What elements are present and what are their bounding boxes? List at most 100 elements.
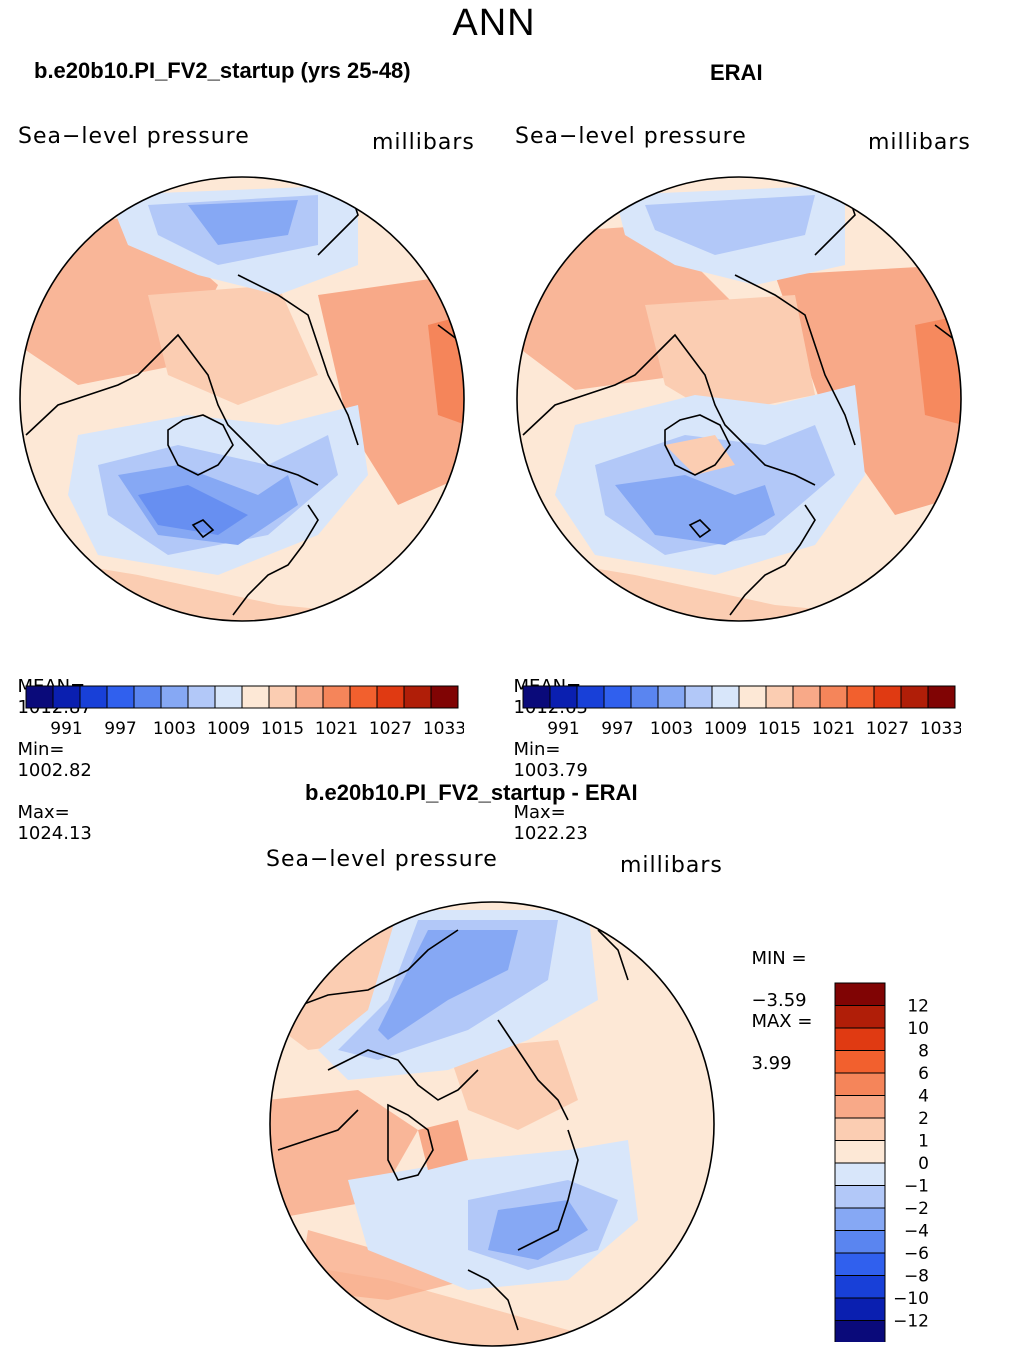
colorbar-box	[711, 685, 740, 709]
panel-3-variable-label: Sea−level pressure	[266, 847, 498, 872]
diff-colorbar-tick-label: 1	[918, 1132, 929, 1152]
colorbar-box	[792, 685, 821, 709]
panel-1-polar-map	[19, 176, 465, 622]
panel-3-stats: MIN = −3.59 MAX = 3.99	[740, 927, 812, 1074]
diff-colorbar-tick-label: −8	[904, 1267, 929, 1287]
colorbar-box	[576, 685, 605, 709]
colorbar-tick-label: 1003	[650, 719, 693, 739]
colorbar-box	[522, 685, 551, 709]
panel-2-max-value: 1022.23	[513, 823, 588, 844]
colorbar-box	[25, 685, 54, 709]
panel-2-units-label: millibars	[868, 130, 971, 155]
diff-colorbar-box	[834, 1072, 886, 1096]
colorbar-box	[349, 685, 378, 709]
diff-colorbar-box	[834, 1027, 886, 1051]
diff-colorbar-box	[834, 982, 886, 1006]
diff-colorbar-tick-label: −4	[904, 1222, 929, 1242]
colorbar-tick-label: 1027	[866, 719, 909, 739]
colorbar-box	[52, 685, 81, 709]
diff-colorbar-tick-label: 12	[907, 997, 929, 1017]
diff-colorbar-tick-label: 6	[918, 1064, 929, 1084]
panel-2-min-label: Min=	[513, 739, 561, 760]
figure-title: ANN	[452, 2, 536, 44]
colorbar-box	[322, 685, 351, 709]
colorbar-box	[819, 685, 848, 709]
diff-colorbar-box	[834, 1095, 886, 1119]
panel-1-min-value: 1002.82	[17, 760, 92, 781]
diff-colorbar-tick-label: 0	[918, 1154, 929, 1174]
diff-colorbar-tick-label: 10	[907, 1019, 929, 1039]
diff-colorbar-tick-label: −1	[904, 1177, 929, 1197]
colorbar-tick-label: 1009	[207, 719, 250, 739]
colorbar-box	[684, 685, 713, 709]
colorbar-tick-label: 1009	[704, 719, 747, 739]
colorbar-box	[900, 685, 929, 709]
diff-colorbar-tick-label: −6	[904, 1244, 929, 1264]
colorbar-box	[376, 685, 405, 709]
diff-colorbar-box	[834, 1275, 886, 1299]
diff-colorbar-box	[834, 1117, 886, 1141]
panel-2-title: ERAI	[710, 60, 763, 85]
diff-colorbar-tick-label: 8	[918, 1042, 929, 1062]
panel-3-min-label: MIN =	[751, 948, 807, 969]
diff-colorbar-box	[834, 1050, 886, 1074]
diff-colorbar-box	[834, 1320, 886, 1342]
colorbar-tick-label: 1033	[920, 719, 961, 739]
panel-1-units-label: millibars	[372, 130, 475, 155]
colorbar-tick-label: 991	[50, 719, 82, 739]
colorbar-box	[846, 685, 875, 709]
colorbar-box	[160, 685, 189, 709]
colorbar-tick-label: 1027	[369, 719, 412, 739]
panel-2-max-label: Max=	[513, 802, 566, 823]
diff-colorbar-box	[834, 1162, 886, 1186]
colorbar-box	[268, 685, 297, 709]
colorbar-box	[106, 685, 135, 709]
colorbar-box	[214, 685, 243, 709]
diff-colorbar-box	[834, 1185, 886, 1209]
colorbar-tick-label: 1021	[812, 719, 855, 739]
colorbar-box	[873, 685, 902, 709]
colorbar-box	[430, 685, 459, 709]
colorbar-box	[79, 685, 108, 709]
panel-3-title: b.e20b10.PI_FV2_startup - ERAI	[305, 780, 638, 805]
diff-colorbar-box	[834, 1207, 886, 1231]
panel-3-max-value: 3.99	[751, 1053, 792, 1074]
panel-2-min-value: 1003.79	[513, 760, 588, 781]
diff-colorbar-box	[834, 1005, 886, 1029]
colorbar-box	[187, 685, 216, 709]
panel-3-max-label: MAX =	[751, 1011, 813, 1032]
panel-1-colorbar: 991 997 1003 1009 1015 1021 1027 1033	[25, 685, 464, 739]
panel-3-units-label: millibars	[620, 853, 723, 878]
panel-1-title: b.e20b10.PI_FV2_startup (yrs 25-48)	[34, 58, 411, 83]
colorbar-box	[738, 685, 767, 709]
diff-colorbar-tick-label: 2	[918, 1109, 929, 1129]
colorbar-box	[603, 685, 632, 709]
colorbar-tick-label: 1015	[758, 719, 801, 739]
colorbar-box	[927, 685, 956, 709]
panel-2-polar-map	[516, 176, 962, 622]
colorbar-box	[295, 685, 324, 709]
diff-colorbar-box	[834, 1252, 886, 1276]
panel-2-variable-label: Sea−level pressure	[515, 124, 747, 149]
colorbar-box	[657, 685, 686, 709]
colorbar-box	[241, 685, 270, 709]
colorbar-tick-label: 991	[547, 719, 579, 739]
diff-colorbar-tick-label: −10	[893, 1289, 929, 1309]
diff-colorbar-tick-label: 4	[918, 1087, 929, 1107]
diff-colorbar-box	[834, 1140, 886, 1164]
colorbar-box	[630, 685, 659, 709]
colorbar-tick-label: 997	[601, 719, 633, 739]
diff-colorbar-tick-label: −12	[893, 1312, 929, 1332]
colorbar-tick-label: 1003	[153, 719, 196, 739]
colorbar-tick-label: 1033	[423, 719, 464, 739]
panel-1-max-value: 1024.13	[17, 823, 92, 844]
panel-3-polar-map	[269, 901, 715, 1347]
colorbar-box	[403, 685, 432, 709]
panel-1-variable-label: Sea−level pressure	[18, 124, 250, 149]
colorbar-tick-label: 1015	[261, 719, 304, 739]
panel-1-max-label: Max=	[17, 802, 70, 823]
panel-3-min-value: −3.59	[751, 990, 807, 1011]
colorbar-tick-label: 997	[104, 719, 136, 739]
colorbar-box	[133, 685, 162, 709]
